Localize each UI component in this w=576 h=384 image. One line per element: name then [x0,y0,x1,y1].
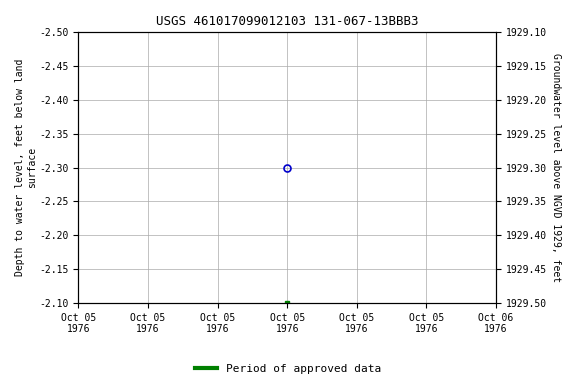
Title: USGS 461017099012103 131-067-13BBB3: USGS 461017099012103 131-067-13BBB3 [156,15,419,28]
Legend: Period of approved data: Period of approved data [191,359,385,379]
Y-axis label: Depth to water level, feet below land
surface: Depth to water level, feet below land su… [15,59,37,276]
Y-axis label: Groundwater level above NGVD 1929, feet: Groundwater level above NGVD 1929, feet [551,53,561,282]
